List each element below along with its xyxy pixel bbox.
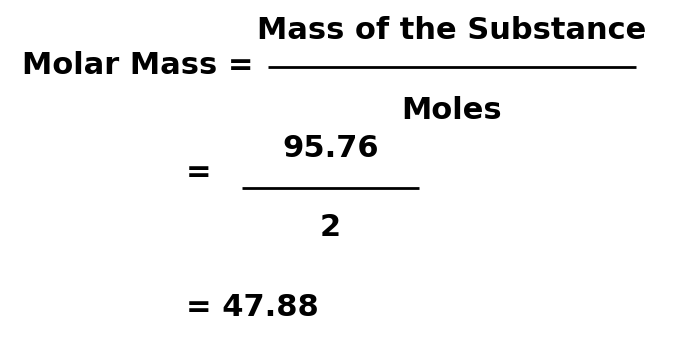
Text: 95.76: 95.76 [282,134,379,163]
Text: Mass of the Substance: Mass of the Substance [257,16,647,45]
Text: =: = [186,158,223,187]
Text: Molar Mass =: Molar Mass = [23,51,265,80]
Text: 2: 2 [320,213,341,243]
Text: Moles: Moles [402,96,502,125]
Text: = 47.88: = 47.88 [186,293,319,322]
